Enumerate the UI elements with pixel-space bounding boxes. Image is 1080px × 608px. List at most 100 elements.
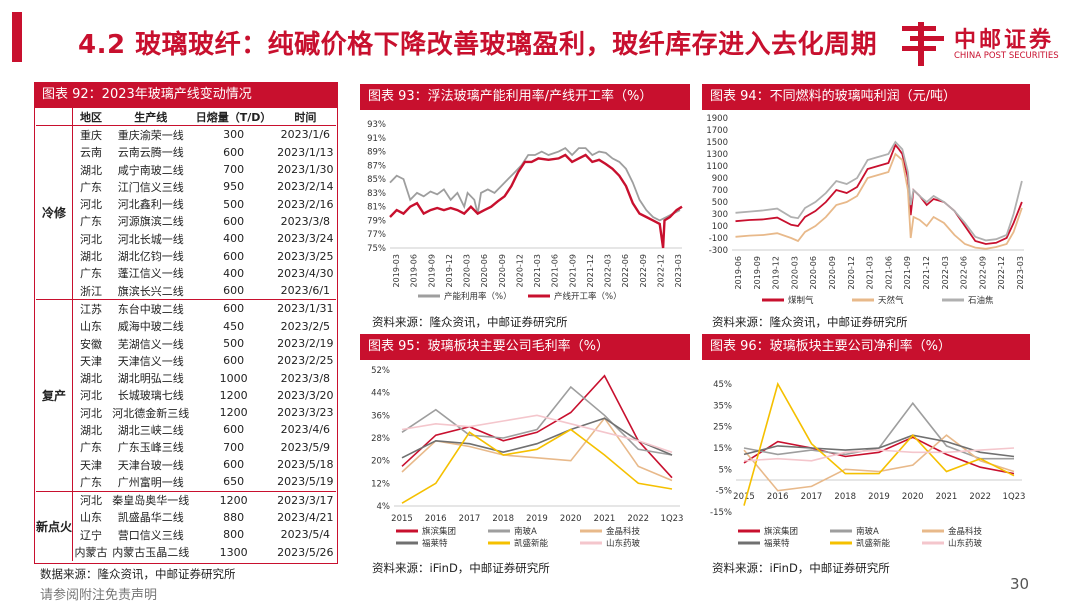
x-tick-label: 2020-06 — [480, 254, 489, 287]
series-line-1 — [401, 385, 673, 456]
legend-label: 金晶科技 — [948, 526, 983, 537]
table-row: 广东 江门信义三线 950 2023/2/14 — [36, 178, 336, 195]
series-line-3 — [401, 417, 673, 459]
cell-date: 2023/2/5 — [280, 319, 331, 333]
chart-94-source: 资料来源：隆众资讯，中邮证券研究所 — [712, 315, 908, 329]
cell-capacity: 500 — [223, 337, 245, 350]
table-source: 数据来源：隆众资讯，中邮证券研究所 — [40, 567, 236, 581]
cell-date: 2023/2/25 — [277, 354, 334, 368]
y-tick-label: 35% — [713, 401, 732, 411]
cell-line: 江门信义三线 — [117, 180, 184, 194]
cell-line: 东台中玻二线 — [108, 299, 193, 318]
cell-line: 咸宁南玻二线 — [117, 163, 184, 177]
y-tick-label: 83% — [367, 189, 386, 199]
cell-region: 浙江 — [79, 284, 102, 298]
cell-line: 云南云腾一线 — [117, 146, 184, 160]
cell-region: 云南 — [79, 146, 102, 160]
cell-region: 湖北 — [79, 250, 102, 264]
cell-date: 2023/3/23 — [277, 406, 334, 420]
table-row: 广东 广州富明一线 650 2023/5/19 — [36, 473, 336, 491]
cell-line: 长城玻璃七线 — [117, 389, 184, 403]
chart-96-title: 图表 96：玻璃板块主要公司净利率（%） — [702, 334, 1030, 360]
cell-region: 天津 — [79, 354, 102, 368]
cell-region: 河北 — [79, 198, 102, 212]
chart-95-source: 资料来源：iFinD，中邮证券研究所 — [372, 561, 550, 575]
x-tick-label: 2019-06 — [734, 256, 743, 289]
cell-capacity: 1200 — [219, 388, 248, 402]
table-row: 新点火 河北 秦皇岛奥华一线 1200 2023/3/17 — [36, 490, 336, 561]
cell-date: 2023/1/31 — [274, 299, 336, 318]
disclaimer-footer: 请参阅附注免责声明 — [40, 588, 158, 603]
legend-label: 产能利用率（%） — [444, 291, 512, 302]
cell-capacity: 500 — [223, 197, 245, 211]
column-header: 日熔量（T/D） — [192, 108, 275, 127]
cell-date: 2023/3/20 — [277, 388, 334, 402]
legend-label: 旗滨集团 — [422, 526, 456, 537]
cell-line: 天津台玻一线 — [117, 458, 184, 472]
x-tick-label: 2018 — [492, 514, 514, 524]
x-tick-label: 2019 — [526, 514, 548, 524]
series-line-4 — [743, 381, 1015, 506]
table-row: 广东 蓬江信义一线 400 2023/4/30 — [36, 265, 336, 282]
cell-date: 2023/1/6 — [280, 128, 331, 142]
y-tick-label: -100 — [709, 234, 728, 244]
table-row: 云南 云南云腾一线 600 2023/1/13 — [36, 144, 336, 161]
x-tick-label: 2022 — [627, 514, 649, 524]
cell-region: 天津 — [79, 458, 102, 472]
page-title: 4.2 玻璃玻纤：纯碱价格下降改善玻璃盈利，玻纤库存进入去化周期 — [78, 30, 878, 60]
cell-capacity: 600 — [223, 354, 245, 368]
y-tick-label: 1300 — [706, 150, 728, 160]
y-tick-label: 1700 — [706, 126, 728, 136]
x-tick-label: 2022-06 — [960, 256, 969, 289]
cell-capacity: 650 — [223, 475, 245, 489]
table-row: 河北 河北德金新三线 1200 2023/3/23 — [36, 404, 336, 421]
cell-capacity: 600 — [223, 458, 245, 472]
cell-capacity: 950 — [223, 180, 245, 194]
y-tick-label: 300 — [712, 210, 728, 220]
series-line-4 — [401, 428, 673, 504]
cell-region: 河北 — [79, 406, 102, 420]
x-tick-label: 2019-09 — [427, 254, 436, 287]
y-tick-label: 700 — [712, 186, 728, 196]
x-tick-label: 2020-12 — [847, 256, 856, 289]
cell-capacity: 600 — [223, 214, 245, 228]
legend-label: 天然气 — [878, 295, 904, 306]
table-row: 天津 天津信义一线 600 2023/2/25 — [36, 352, 336, 369]
table-row: 安徽 芜湖信义一线 500 2023/2/19 — [36, 335, 336, 352]
cell-date: 2023/3/24 — [277, 232, 334, 246]
cell-date: 2023/2/19 — [277, 337, 334, 350]
legend-label: 南玻A — [514, 526, 537, 537]
cell-line: 湖北亿钧一线 — [117, 250, 184, 264]
column-header: 地区 — [72, 108, 109, 127]
y-tick-label: 44% — [371, 389, 390, 399]
y-tick-label: 45% — [713, 380, 732, 390]
cell-region: 安徽 — [79, 337, 102, 351]
y-tick-label: 25% — [713, 423, 732, 433]
x-tick-label: 2020-03 — [463, 254, 472, 287]
cell-line: 秦皇岛奥华一线 — [108, 490, 193, 509]
y-tick-label: 15% — [713, 444, 732, 454]
x-tick-label: 2022-06 — [621, 254, 630, 287]
table-panel-frame — [34, 82, 338, 564]
legend-label: 山东药玻 — [948, 538, 983, 549]
legend-label: 旗滨集团 — [764, 526, 798, 537]
y-tick-label: -15% — [710, 508, 732, 518]
x-tick-label: 2022-12 — [656, 254, 665, 287]
x-tick-label: 2020-09 — [498, 254, 507, 287]
cell-region: 山东 — [79, 511, 102, 525]
x-tick-label: 2020-12 — [515, 254, 524, 287]
table-row: 湖北 湖北三峡二线 600 2023/4/6 — [36, 421, 336, 438]
y-tick-label: 77% — [367, 230, 386, 240]
legend-label: 山东药玻 — [606, 538, 641, 549]
x-tick-label: 2022-03 — [604, 254, 613, 287]
cell-region: 广东 — [79, 475, 102, 489]
legend-label: 金晶科技 — [606, 526, 641, 537]
x-tick-label: 2021-12 — [586, 254, 595, 287]
cell-line: 重庆渝荣一线 — [117, 128, 184, 142]
group-label: 冷修 — [36, 125, 74, 300]
china-post-logo-icon — [902, 22, 944, 66]
cell-line: 广东玉峰三线 — [117, 441, 184, 455]
x-tick-label: 2019 — [868, 492, 890, 502]
chart-96-source: 资料来源：iFinD，中邮证券研究所 — [712, 561, 890, 575]
legend-label: 石油焦 — [968, 295, 994, 306]
